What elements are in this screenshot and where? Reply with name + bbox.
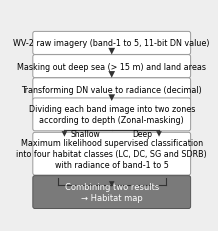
Text: Maximum likelihood supervised classification
into four habitat classes (LC, DC, : Maximum likelihood supervised classifica… [16, 138, 207, 170]
Text: Transforming DN value to radiance (decimal): Transforming DN value to radiance (decim… [21, 85, 202, 94]
FancyBboxPatch shape [33, 133, 191, 175]
Text: Combining two results
→ Habitat map: Combining two results → Habitat map [65, 182, 159, 202]
Text: Dividing each band image into two zones
according to depth (Zonal-masking): Dividing each band image into two zones … [29, 105, 195, 125]
FancyBboxPatch shape [33, 32, 191, 55]
FancyBboxPatch shape [33, 79, 191, 101]
Text: Masking out deep sea (> 15 m) and land areas: Masking out deep sea (> 15 m) and land a… [17, 62, 206, 71]
FancyBboxPatch shape [33, 98, 191, 131]
FancyBboxPatch shape [33, 176, 191, 209]
Text: WV-2 raw imagery (band-1 to 5, 11-bit DN value): WV-2 raw imagery (band-1 to 5, 11-bit DN… [14, 39, 210, 48]
Text: Shallow: Shallow [70, 129, 100, 138]
Text: Deep: Deep [132, 129, 152, 138]
FancyBboxPatch shape [33, 55, 191, 78]
